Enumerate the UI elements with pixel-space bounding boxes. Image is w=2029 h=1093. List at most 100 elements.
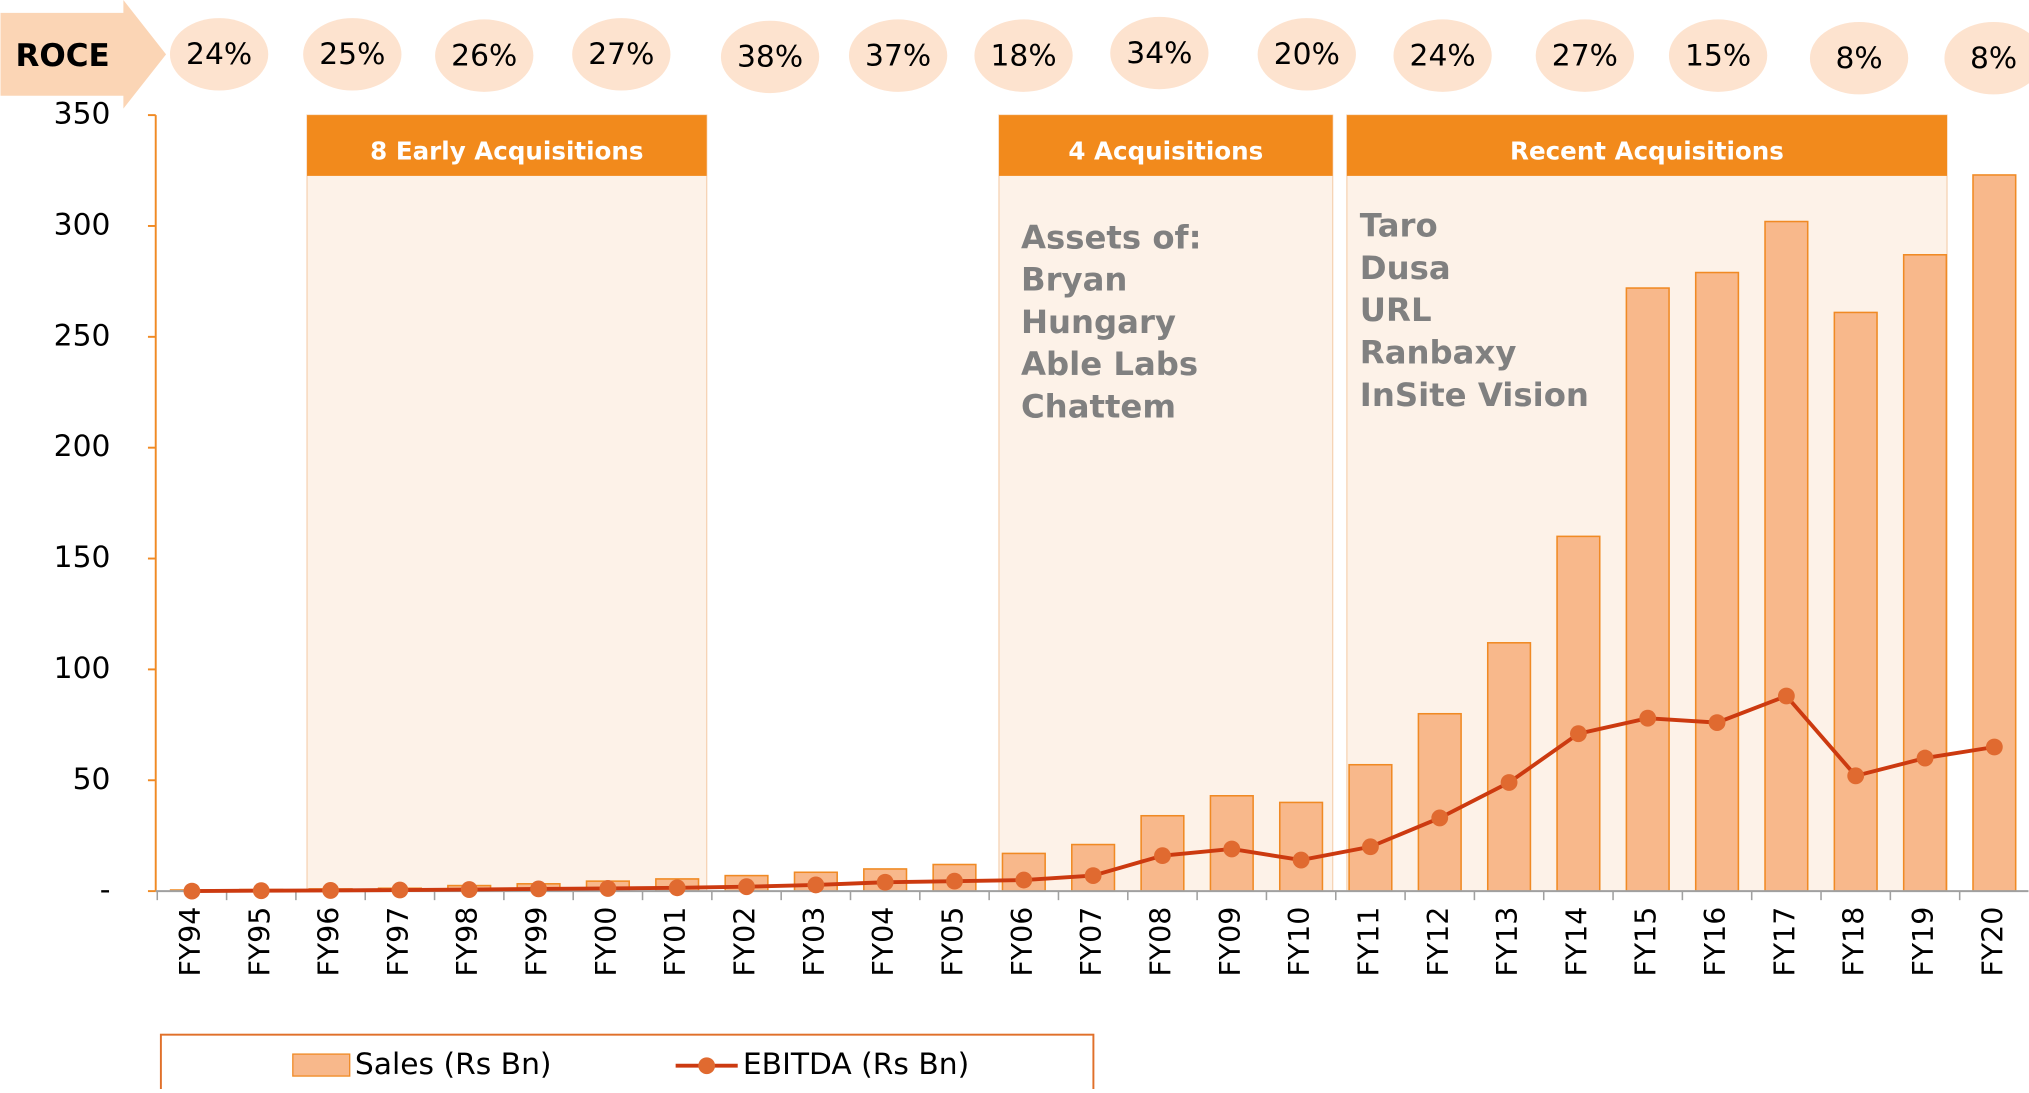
ebitda-point (807, 876, 825, 894)
ebitda-point (183, 882, 201, 900)
x-tick-label: FY01 (659, 907, 692, 977)
ebitda-point (876, 873, 894, 891)
roce-value: 27% (1552, 38, 1618, 73)
ebitda-point (1292, 851, 1310, 869)
bar (1625, 287, 1670, 892)
ebitda-point (1777, 687, 1795, 705)
x-tick-label: FY02 (729, 907, 762, 977)
roce-value: 24% (1410, 38, 1476, 73)
roce-bubble (848, 19, 948, 92)
region-shade (998, 114, 1334, 892)
x-tick-label: FY04 (867, 907, 900, 977)
ebitda-point (1154, 847, 1171, 865)
ebitda-point (1084, 867, 1102, 885)
roce-value: 15% (1685, 38, 1751, 73)
roce-bubble (169, 18, 269, 91)
ebitda-point (1500, 774, 1518, 791)
ebitda-point (1569, 725, 1587, 743)
ebitda-point (1985, 738, 2003, 756)
roce-label: ROCE (15, 38, 109, 74)
bar (1417, 712, 1462, 892)
region-item: Dusa (1360, 249, 1451, 287)
legend-label: Sales (Rs Bn) (355, 1047, 552, 1082)
roce-bubble (720, 20, 820, 94)
region-item: Bryan (1021, 261, 1127, 299)
region-item: Chattem (1021, 387, 1176, 425)
x-tick-label: FY17 (1768, 907, 1801, 977)
legend-marker (698, 1057, 716, 1075)
y-tick-label: 350 (54, 97, 111, 132)
region-item: URL (1360, 291, 1432, 329)
region-shade (306, 114, 708, 892)
x-tick-label: FY97 (382, 907, 415, 977)
ebitda-point (1362, 838, 1379, 856)
ebitda-point (668, 879, 686, 897)
roce-value: 8% (1970, 41, 2017, 76)
x-tick-label: FY94 (174, 907, 207, 977)
legend-box (159, 1033, 1095, 1093)
x-tick-label: FY99 (521, 907, 554, 977)
ebitda-point (599, 880, 617, 897)
ebitda-point (1708, 714, 1726, 732)
x-tick-label: FY20 (1976, 907, 2009, 977)
ebitda-point (391, 881, 409, 899)
x-tick-label: FY03 (798, 907, 831, 977)
region-item: Assets of: (1021, 218, 1202, 256)
bar (1902, 254, 1948, 892)
x-tick-label: FY10 (1283, 907, 1316, 977)
y-tick-label: 100 (54, 651, 111, 686)
roce-bubble (1110, 16, 1209, 90)
x-tick-label: FY19 (1907, 907, 1940, 977)
bar (1764, 220, 1809, 892)
ebitda-point (1223, 840, 1241, 858)
x-tick-label: FY18 (1838, 907, 1871, 977)
ebitda-point (1847, 767, 1865, 785)
bar (1556, 535, 1601, 892)
roce-value: 18% (991, 38, 1057, 73)
region-item: Hungary (1021, 303, 1176, 341)
x-tick-label: FY07 (1075, 907, 1108, 977)
ebitda-point (738, 878, 755, 896)
roce-value: 24% (186, 37, 252, 72)
region-header (998, 115, 1333, 176)
roce-bubble (1944, 21, 2029, 95)
bar (1278, 801, 1324, 892)
bar (1833, 311, 1878, 892)
ebitda-point (1916, 749, 1934, 767)
region-item: Able Labs (1021, 345, 1198, 383)
x-tick-label: FY09 (1214, 907, 1247, 977)
ebitda-point (1431, 809, 1449, 827)
x-tick-label: FY14 (1560, 907, 1593, 977)
y-tick-label: 50 (73, 762, 111, 797)
roce-value: 34% (1126, 36, 1192, 71)
y-tick-label: 300 (54, 207, 111, 242)
x-tick-label: FY08 (1144, 907, 1177, 977)
region-header (1346, 115, 1948, 176)
roce-bubble (435, 19, 534, 92)
bar (1486, 642, 1532, 892)
ebitda-point (322, 882, 339, 899)
x-tick-label: FY00 (590, 907, 623, 977)
roce-value: 20% (1274, 37, 1340, 72)
roce-value: 27% (588, 37, 654, 72)
roce-value: 26% (451, 38, 517, 73)
roce-bubble (303, 18, 402, 91)
roce-bubble (1257, 18, 1356, 91)
bar (1972, 174, 2017, 892)
roce-bubble (1535, 19, 1635, 92)
region-item: Ranbaxy (1360, 334, 1517, 372)
y-tick-label: 150 (54, 540, 111, 575)
bar (1694, 271, 1740, 892)
region-title: Recent Acquisitions (1510, 137, 1784, 166)
x-tick-label: FY11 (1352, 907, 1385, 977)
region-header (307, 115, 707, 176)
y-tick-label: 250 (54, 318, 111, 353)
y-tick-label: 200 (54, 429, 111, 464)
x-tick-label: FY13 (1491, 907, 1524, 977)
x-tick-label: FY15 (1630, 907, 1663, 977)
roce-value: 37% (865, 38, 931, 73)
roce-bubble (1393, 19, 1492, 92)
x-tick-label: FY96 (313, 907, 346, 977)
ebitda-point (1015, 871, 1033, 889)
